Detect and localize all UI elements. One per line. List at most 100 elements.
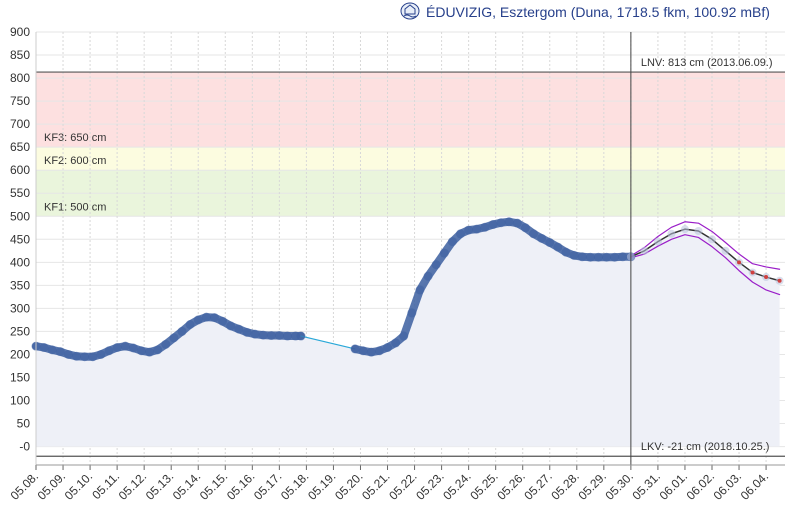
alert-band-label: KF1: 500 cm [44, 201, 106, 213]
x-tick-label: 05.23. [413, 469, 446, 502]
data-point [266, 331, 276, 341]
x-tick-label: 05.26. [494, 469, 527, 502]
data-point [177, 326, 187, 336]
x-tick-label: 05.18. [278, 469, 311, 502]
data-point [545, 238, 555, 248]
data-point [258, 330, 268, 340]
data-point [96, 349, 106, 359]
data-point [456, 229, 466, 239]
data-point [585, 252, 595, 262]
data-point [602, 252, 612, 262]
data-point [399, 331, 409, 341]
data-point [488, 220, 498, 230]
y-tick-label: 700 [10, 117, 30, 131]
data-point [282, 331, 292, 341]
alert-band-1 [36, 72, 785, 148]
x-tick-label: 05.28. [548, 469, 581, 502]
x-tick-label: 05.08. [8, 469, 41, 502]
forecast-marker [737, 260, 742, 265]
data-point [234, 324, 244, 334]
chart-title: ÉDUVIZIG, Esztergom (Duna, 1718.5 fkm, 1… [426, 4, 770, 20]
data-point [512, 218, 522, 228]
data-point [161, 339, 171, 349]
data-point [39, 343, 49, 353]
eduvizig-logo-icon [400, 2, 420, 20]
x-tick-label: 05.30. [602, 469, 635, 502]
data-point [63, 349, 73, 359]
x-tick-label: 05.20. [332, 469, 365, 502]
y-tick-label: 600 [10, 163, 30, 177]
series-line-gap [300, 335, 356, 350]
data-point [415, 285, 425, 295]
data-point [593, 252, 603, 262]
x-tick-label: 05.10. [62, 469, 95, 502]
data-point [128, 343, 138, 353]
x-tick-label: 05.31. [630, 469, 663, 502]
x-tick-label: 05.14. [170, 469, 203, 502]
data-point [721, 246, 730, 255]
data-point [120, 341, 130, 351]
reference-label: LKV: -21 cm (2018.10.25.) [641, 441, 770, 453]
data-point [366, 347, 376, 357]
y-tick-label: 900 [10, 25, 30, 39]
data-points [31, 217, 784, 362]
data-point [391, 338, 401, 348]
y-tick-label: 50 [17, 417, 31, 431]
alert-band-2 [36, 147, 785, 171]
data-point [439, 248, 449, 258]
forecast-marker [777, 278, 782, 283]
data-point [694, 226, 703, 235]
data-point [640, 246, 649, 255]
data-point [296, 331, 306, 341]
data-point [358, 346, 368, 356]
data-point [72, 351, 82, 361]
y-tick-label: 400 [10, 255, 30, 269]
x-tick-label: 05.17. [251, 469, 284, 502]
x-tick-label: 05.09. [35, 469, 68, 502]
x-tick-label: 06.04. [738, 469, 771, 502]
y-tick-label: 650 [10, 140, 30, 154]
alert-band-label: KF2: 600 cm [44, 155, 106, 167]
y-tick-label: 200 [10, 347, 30, 361]
x-tick-label: 05.24. [440, 469, 473, 502]
y-tick-label: 300 [10, 301, 30, 315]
data-point [250, 329, 260, 339]
data-point [529, 229, 539, 239]
data-point [561, 247, 571, 257]
reference-lines: LNV: 813 cm (2013.06.09.) LKV: -21 cm (20… [36, 32, 785, 465]
x-tick-label: 05.25. [467, 469, 500, 502]
data-point [667, 229, 676, 238]
y-tick-label: 550 [10, 186, 30, 200]
data-point [201, 312, 211, 322]
x-tick-label: 05.21. [359, 469, 392, 502]
data-point [218, 316, 228, 326]
data-point [185, 320, 195, 330]
data-point [407, 308, 417, 318]
data-point [504, 217, 514, 227]
x-tick-label: 05.27. [521, 469, 554, 502]
y-tick-label: 450 [10, 232, 30, 246]
data-point [569, 250, 579, 260]
data-point [383, 343, 393, 353]
data-point [47, 345, 57, 355]
data-point [169, 333, 179, 343]
data-point [209, 313, 219, 323]
data-point [350, 344, 360, 354]
data-point [618, 252, 628, 262]
x-tick-label: 05.22. [386, 469, 419, 502]
y-tick-label: 850 [10, 48, 30, 62]
data-point [112, 343, 122, 353]
data-point [537, 233, 547, 243]
x-tick-label: 05.19. [305, 469, 338, 502]
alert-band-label: KF3: 650 cm [44, 132, 106, 144]
y-tick-label: 150 [10, 370, 30, 384]
x-tick-label: 06.03. [711, 469, 744, 502]
data-point [88, 352, 98, 362]
data-point [226, 321, 236, 331]
alert-bands: KF3: 650 cm KF2: 600 cm KF1: 500 cm [36, 72, 785, 217]
data-point [680, 225, 689, 234]
data-point [274, 331, 284, 341]
data-point [447, 237, 457, 247]
x-tick-label: 05.13. [143, 469, 176, 502]
